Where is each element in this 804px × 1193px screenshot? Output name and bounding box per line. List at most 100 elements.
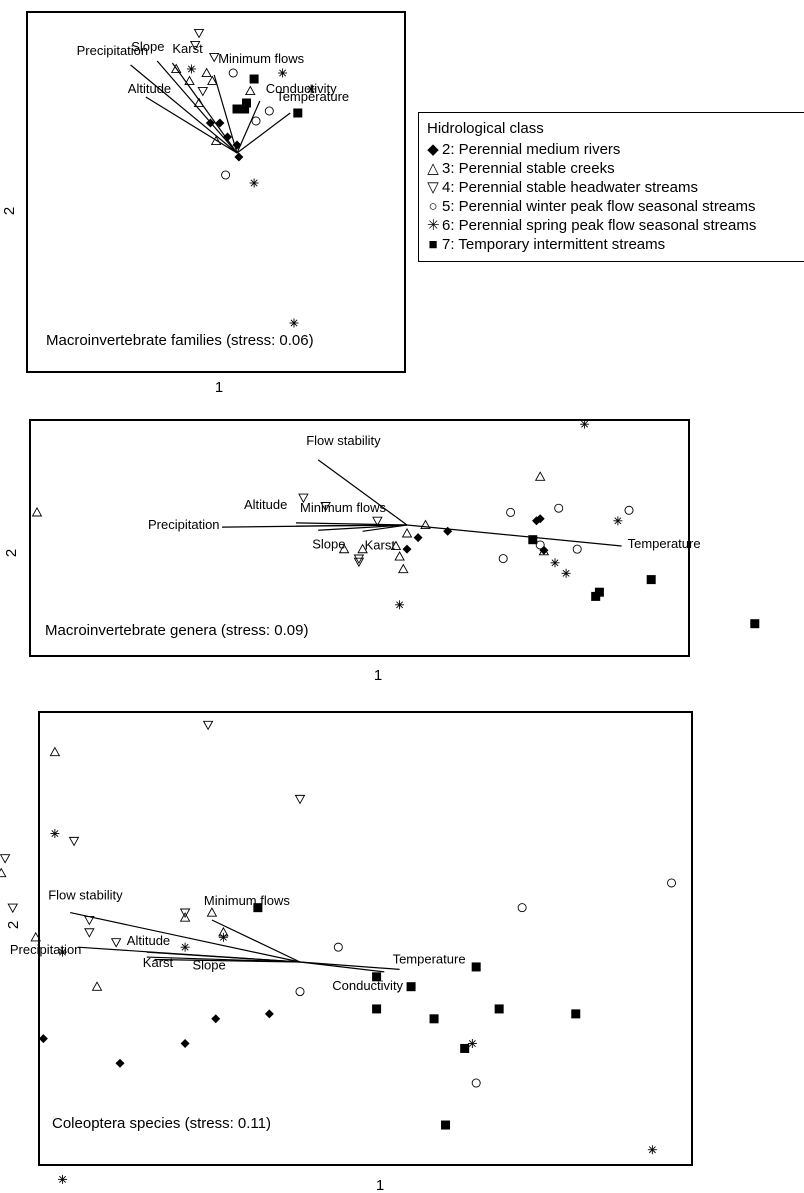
point-class-2	[223, 132, 232, 142]
vector-label: Altitude	[127, 933, 170, 948]
point-class-4	[110, 938, 122, 948]
point-class-6	[249, 178, 259, 188]
point-class-4	[84, 928, 95, 938]
point-class-7	[494, 1004, 504, 1014]
point-class-4	[353, 557, 365, 568]
vector-label: Conductivity	[332, 978, 403, 993]
point-class-4	[208, 52, 220, 63]
point-class-5	[264, 106, 274, 116]
vector-line	[362, 524, 408, 532]
vector-line	[70, 912, 301, 963]
point-class-7	[571, 1009, 581, 1019]
vector-line	[318, 524, 408, 531]
panel-title: Macroinvertebrate genera (stress: 0.09)	[45, 622, 308, 639]
point-class-5	[498, 554, 508, 564]
point-class-3	[184, 75, 195, 86]
vector-label: Slope	[131, 39, 164, 54]
point-class-5	[471, 1078, 481, 1088]
x-axis-label: 1	[215, 379, 223, 396]
vector-label: Temperature	[276, 89, 349, 104]
panel-2: Flow stability Altitude Minimum flows Preci…	[3, 419, 760, 684]
point-class-6	[306, 84, 316, 94]
triangle-down-icon: ▽	[427, 179, 439, 196]
vector-line	[299, 961, 385, 973]
legend-label: 7: Temporary intermittent streams	[442, 236, 666, 253]
point-class-6	[580, 419, 590, 429]
vector-label: Precipitation	[77, 43, 149, 58]
vector-line	[146, 951, 301, 963]
plot-frame	[29, 419, 690, 657]
vector-line	[145, 96, 238, 154]
diamond-icon: ◆	[427, 141, 439, 158]
vector-line	[130, 64, 238, 154]
point-class-3	[420, 519, 431, 530]
point-class-2	[215, 118, 225, 128]
point-class-6	[467, 1039, 477, 1049]
point-class-6	[289, 318, 299, 328]
panel-3: Flow stability Minimum flows Precipitation…	[0, 711, 693, 1193]
point-class-3	[91, 981, 103, 991]
point-class-2	[443, 526, 453, 536]
point-class-3	[49, 746, 61, 757]
point-class-4	[294, 794, 306, 805]
vector-label: Altitude	[244, 497, 287, 512]
point-class-6	[550, 558, 560, 568]
vector-label: Altitude	[128, 81, 171, 96]
point-class-6	[58, 1174, 68, 1184]
point-class-3	[207, 75, 218, 86]
point-class-3	[401, 527, 413, 538]
point-class-6	[50, 829, 60, 839]
point-class-3	[210, 135, 222, 146]
point-class-5	[506, 507, 516, 517]
y-axis-label: 2	[5, 921, 22, 929]
legend-item-class-4: ▽ 4: Perennial stable headwater streams	[427, 178, 804, 197]
point-class-5	[228, 68, 238, 78]
point-class-4	[84, 915, 95, 926]
vector-line	[154, 958, 301, 963]
point-class-2	[234, 152, 244, 162]
vector-label: Karst	[172, 41, 203, 56]
point-class-3	[357, 543, 368, 554]
legend-item-class-7: ■ 7: Temporary intermittent streams	[427, 235, 804, 254]
triangle-up-icon: △	[427, 160, 439, 177]
point-class-4	[202, 720, 214, 731]
legend-item-class-6: ✳ 6: Perennial spring peak flow seasonal …	[427, 216, 804, 235]
point-class-7	[372, 1004, 382, 1014]
point-class-3	[398, 563, 409, 574]
vector-label: Minimum flows	[218, 51, 304, 66]
vector-label: Conductivity	[266, 81, 337, 96]
point-class-6	[278, 68, 288, 78]
point-class-5	[333, 942, 343, 952]
vector-line	[299, 961, 400, 971]
point-class-5	[572, 544, 582, 554]
point-class-7	[406, 982, 416, 992]
point-class-3	[179, 912, 191, 922]
point-class-3	[31, 506, 43, 517]
point-class-6	[186, 64, 196, 74]
point-class-7	[232, 104, 242, 114]
point-class-7	[249, 74, 259, 84]
legend-label: 3: Perennial stable creeks	[442, 160, 615, 177]
point-class-6	[218, 932, 228, 942]
point-class-6	[647, 1145, 657, 1155]
point-class-5	[535, 540, 545, 550]
point-class-2	[205, 118, 215, 128]
point-class-7	[471, 962, 481, 972]
vector-label: Flow stability	[48, 888, 123, 903]
vector-line	[211, 919, 301, 963]
point-class-3	[0, 867, 7, 878]
point-class-2	[539, 545, 549, 555]
legend: Hidrological class ◆ 2: Perennial medium …	[418, 112, 804, 262]
point-class-4	[179, 908, 191, 919]
point-class-2	[211, 1014, 221, 1024]
point-class-3	[245, 85, 256, 96]
point-class-4	[68, 836, 80, 847]
point-class-4	[320, 502, 331, 512]
y-axis-label: 2	[1, 207, 18, 215]
point-class-5	[221, 170, 231, 180]
point-class-6	[395, 600, 405, 610]
point-class-7	[240, 104, 250, 114]
point-class-2	[264, 1009, 274, 1019]
